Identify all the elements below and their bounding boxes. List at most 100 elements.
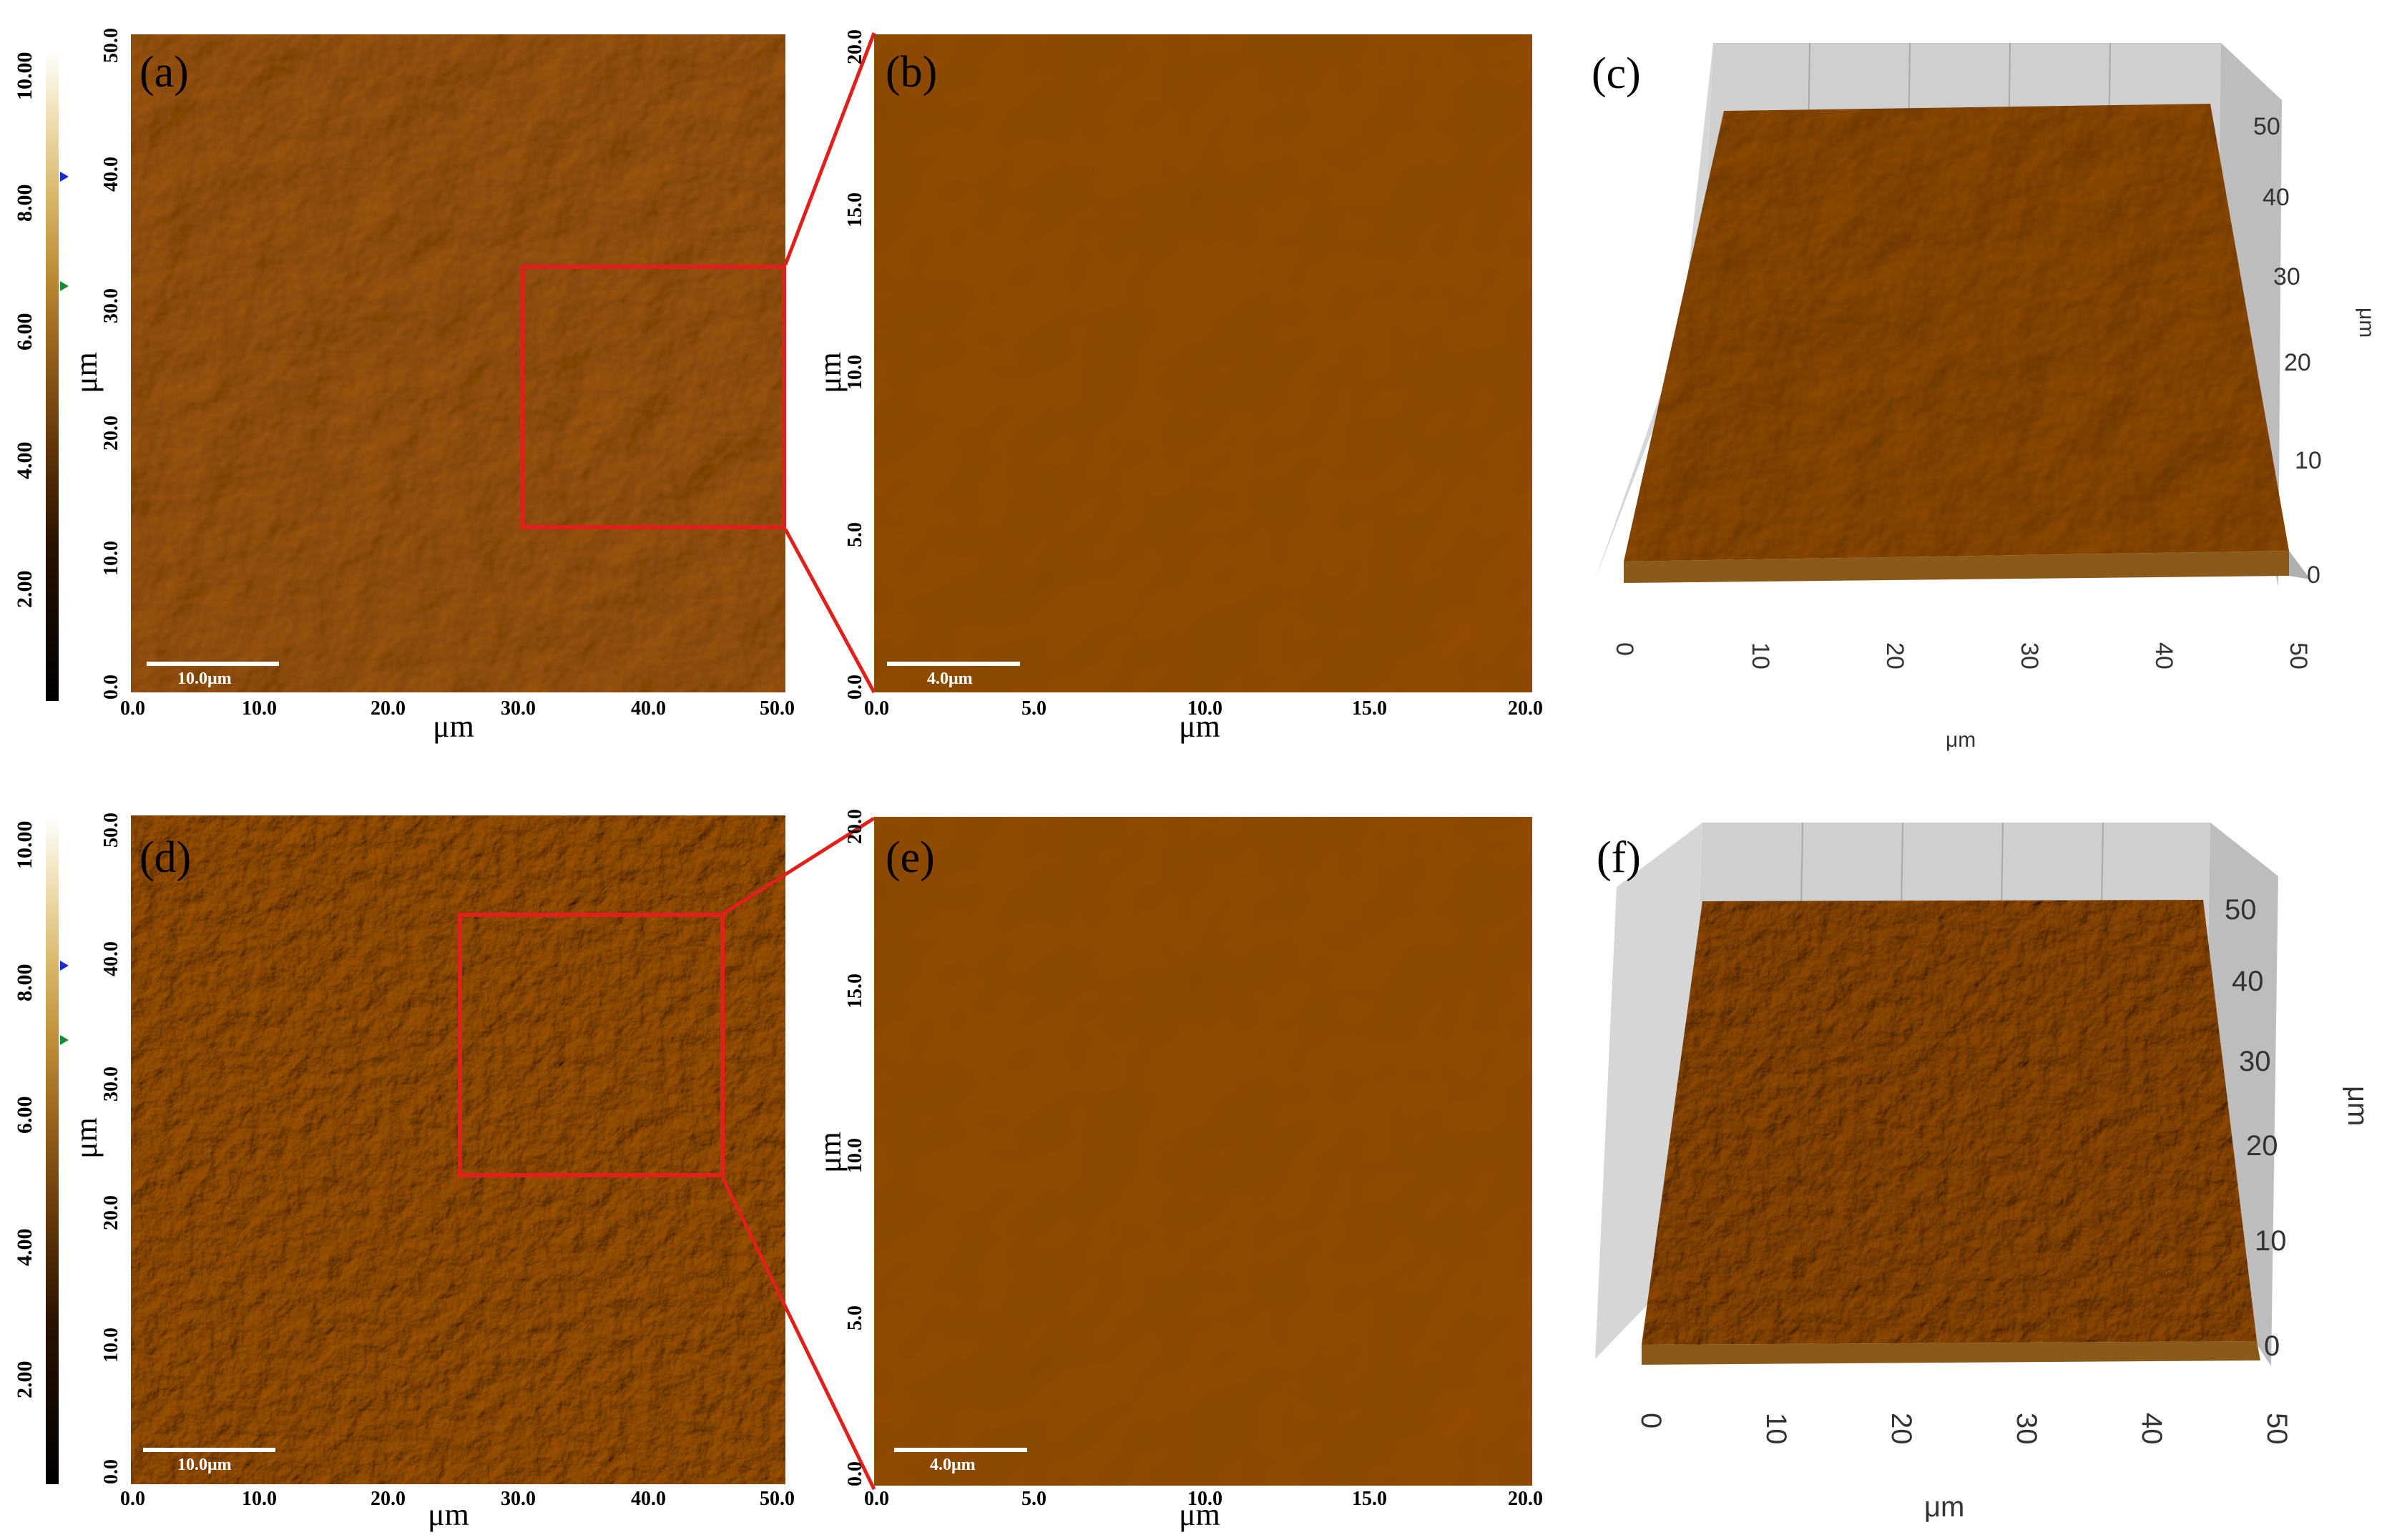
z-tick-f: 30 bbox=[2239, 1046, 2271, 1077]
zoom-region-box-a bbox=[520, 265, 786, 529]
x-tick-d: 10.0 bbox=[242, 1488, 277, 1510]
y-axis-label-f: μm bbox=[2342, 1086, 2373, 1127]
panel-label-e: (e) bbox=[886, 833, 935, 882]
colorbar-tick: 10.00 bbox=[13, 52, 36, 101]
z-tick-c: 50 bbox=[2253, 113, 2280, 140]
x-tick-d: 20.0 bbox=[371, 1488, 406, 1510]
colorbar-marker-blue bbox=[60, 172, 69, 182]
x-axis-label-b: μm bbox=[1179, 709, 1220, 744]
x-axis-label-a: μm bbox=[433, 709, 474, 744]
x-tick-f: 30 bbox=[2011, 1413, 2042, 1445]
afm-image-b bbox=[874, 34, 1532, 692]
x-axis-label-f: μm bbox=[1924, 1491, 1965, 1523]
y-tick-b: 20.0 bbox=[844, 29, 866, 64]
x-tick-f: 40 bbox=[2136, 1413, 2167, 1445]
y-tick-a: 10.0 bbox=[100, 541, 122, 576]
colorbar-tick: 2.00 bbox=[13, 1360, 36, 1399]
panel-label-c: (c) bbox=[1592, 49, 1641, 98]
z-tick-f: 10 bbox=[2255, 1225, 2287, 1257]
afm-image-e bbox=[874, 817, 1532, 1486]
x-tick-a: 10.0 bbox=[242, 697, 277, 720]
y-tick-a: 0.0 bbox=[100, 675, 122, 700]
x-tick-c: 20 bbox=[1881, 642, 1908, 670]
y-tick-d: 10.0 bbox=[100, 1328, 122, 1363]
colorbar-marker-green bbox=[60, 281, 69, 291]
y-tick-a: 50.0 bbox=[100, 28, 122, 63]
panel-label-b: (b) bbox=[886, 48, 938, 97]
scale-bar-e bbox=[894, 1448, 1027, 1452]
x-tick-f: 50 bbox=[2261, 1413, 2293, 1445]
y-tick-a: 30.0 bbox=[100, 288, 122, 323]
x-tick-a: 30.0 bbox=[501, 697, 536, 720]
y-tick-a: 20.0 bbox=[100, 416, 122, 451]
y-tick-d: 0.0 bbox=[100, 1459, 122, 1484]
x-tick-b: 20.0 bbox=[1508, 697, 1543, 720]
colorbar-top bbox=[46, 50, 59, 701]
x-tick-c: 50 bbox=[2285, 642, 2312, 670]
x-axis-label-e: μm bbox=[1179, 1497, 1220, 1532]
afm-3d-surface-c bbox=[1595, 42, 2310, 587]
panel-label-d: (d) bbox=[139, 833, 192, 882]
x-tick-f: 0 bbox=[1635, 1413, 1667, 1429]
z-tick-c: 10 bbox=[2295, 447, 2322, 474]
x-tick-d: 50.0 bbox=[760, 1488, 795, 1510]
x-tick-a: 50.0 bbox=[760, 697, 795, 720]
colorbar-marker-green bbox=[60, 1035, 69, 1045]
x-tick-a: 0.0 bbox=[120, 697, 145, 720]
x-tick-b: 10.0 bbox=[1187, 697, 1222, 720]
y-tick-d: 20.0 bbox=[100, 1195, 122, 1230]
z-tick-c: 30 bbox=[2273, 263, 2300, 290]
colorbar-tick: 8.00 bbox=[13, 184, 36, 222]
y-tick-e: 0.0 bbox=[844, 1461, 866, 1486]
colorbar-bottom bbox=[46, 815, 59, 1484]
zoom-lines-de bbox=[722, 816, 876, 1491]
scale-bar-a bbox=[147, 662, 279, 666]
x-tick-c: 0 bbox=[1611, 642, 1638, 656]
x-tick-e: 10.0 bbox=[1187, 1488, 1222, 1510]
colorbar-tick: 6.00 bbox=[13, 1096, 36, 1134]
y-axis-label-e: μm bbox=[813, 1132, 848, 1173]
y-tick-d: 50.0 bbox=[100, 813, 122, 848]
x-tick-a: 20.0 bbox=[371, 697, 406, 720]
x-tick-c: 40 bbox=[2150, 642, 2177, 670]
y-tick-e: 15.0 bbox=[844, 973, 866, 1009]
colorbar-marker-blue bbox=[60, 961, 69, 971]
x-tick-b: 0.0 bbox=[864, 697, 889, 720]
z-tick-f: 40 bbox=[2232, 966, 2264, 997]
zoom-lines-ab bbox=[785, 32, 876, 694]
zoom-region-box-d bbox=[458, 913, 725, 1177]
z-tick-c: 40 bbox=[2263, 184, 2290, 211]
x-tick-d: 0.0 bbox=[120, 1488, 145, 1510]
colorbar-tick: 6.00 bbox=[13, 313, 36, 351]
x-tick-c: 30 bbox=[2016, 642, 2043, 670]
y-tick-d: 40.0 bbox=[100, 941, 122, 976]
y-axis-label-d: μm bbox=[69, 1117, 104, 1159]
x-tick-b: 5.0 bbox=[1021, 697, 1046, 720]
panel-label-f: (f) bbox=[1597, 833, 1641, 882]
x-axis-label-c: μm bbox=[1946, 728, 1976, 752]
x-tick-d: 40.0 bbox=[631, 1488, 666, 1510]
x-tick-c: 10 bbox=[1747, 642, 1774, 670]
z-tick-c: 20 bbox=[2284, 349, 2311, 376]
scale-label-a: 10.0μm bbox=[177, 670, 232, 688]
y-axis-label-c: μm bbox=[2355, 308, 2378, 338]
x-tick-f: 10 bbox=[1760, 1413, 1792, 1445]
colorbar-tick: 10.00 bbox=[13, 820, 36, 870]
afm-image-a bbox=[131, 34, 785, 692]
x-tick-e: 0.0 bbox=[864, 1488, 889, 1510]
y-tick-e: 5.0 bbox=[844, 1305, 866, 1330]
y-tick-e: 20.0 bbox=[844, 809, 866, 844]
z-tick-f: 50 bbox=[2225, 894, 2257, 926]
x-tick-e: 15.0 bbox=[1352, 1488, 1387, 1510]
x-tick-e: 5.0 bbox=[1021, 1488, 1046, 1510]
y-axis-label-b: μm bbox=[813, 352, 848, 393]
scale-label-e: 4.0μm bbox=[930, 1456, 976, 1474]
x-tick-a: 40.0 bbox=[631, 697, 666, 720]
scale-label-b: 4.0μm bbox=[927, 670, 973, 688]
scale-bar-d bbox=[143, 1448, 275, 1452]
colorbar-tick: 2.00 bbox=[13, 570, 36, 609]
scale-bar-b bbox=[887, 662, 1020, 666]
colorbar-tick: 4.00 bbox=[13, 1228, 36, 1267]
y-tick-a: 40.0 bbox=[100, 157, 122, 192]
afm-3d-surface-f bbox=[1595, 822, 2278, 1366]
